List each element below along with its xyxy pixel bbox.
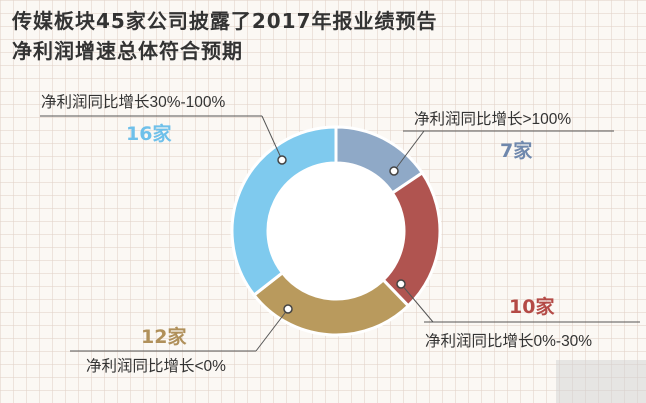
chart-title: 传媒板块45家公司披露了2017年报业绩预告 净利润增速总体符合预期 (12, 6, 438, 66)
leader-line-gt100 (393, 130, 425, 172)
leader-line-lt0 (255, 308, 289, 352)
leader-line-30-100 (261, 115, 283, 161)
label-0-30: 净利润同比增长0%-30% (425, 332, 592, 350)
leader-line-0-30 (400, 283, 434, 323)
marker-30-100 (277, 155, 287, 165)
watermark (556, 360, 646, 403)
count-lt0: 12家 (141, 325, 187, 348)
donut-slices (230, 125, 442, 337)
marker-0-30 (396, 279, 406, 289)
label-30-100: 净利润同比增长30%-100% (41, 93, 226, 111)
label-gt100: 净利润同比增长>100% (414, 110, 571, 128)
count-gt100: 7家 (500, 139, 533, 162)
donut-hole (268, 163, 404, 299)
marker-gt100 (389, 166, 399, 176)
marker-lt0 (283, 304, 293, 314)
title-line-1: 传媒板块45家公司披露了2017年报业绩预告 (12, 9, 438, 33)
callouts: 净利润同比增长>100% 7家 净利润同比增长0%-30% 10家 净利润同比增… (40, 93, 640, 375)
title-line-2: 净利润增速总体符合预期 (12, 39, 243, 63)
label-lt0: 净利润同比增长<0% (86, 357, 226, 375)
count-0-30: 10家 (509, 295, 555, 318)
count-30-100: 16家 (126, 122, 172, 145)
